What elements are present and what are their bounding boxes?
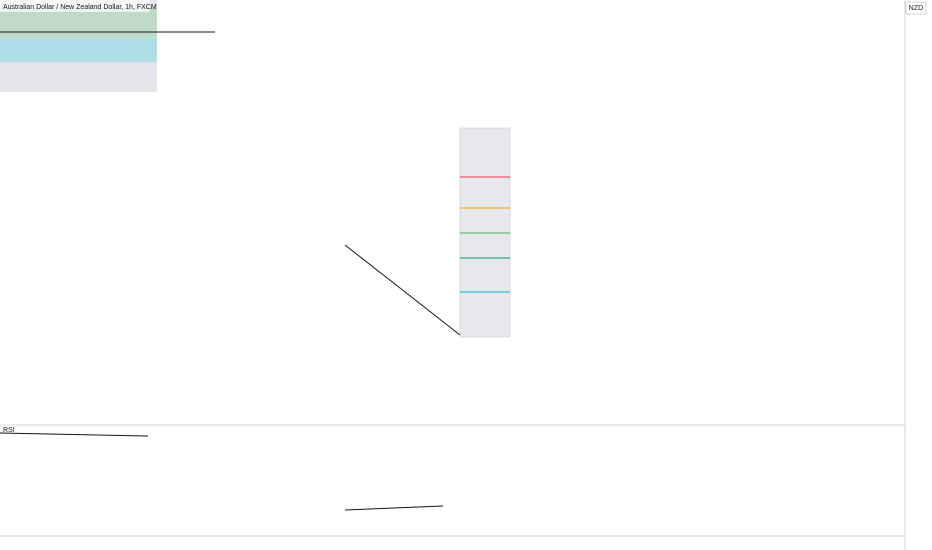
fib-zone — [0, 8, 157, 38]
fib-zone — [0, 38, 157, 62]
title-bg — [0, 0, 150, 12]
chart-title: Australian Dollar / New Zealand Dollar, … — [3, 4, 157, 11]
trend-line — [344, 244, 461, 336]
currency-box — [905, 1, 927, 15]
currency: NZD — [909, 5, 923, 12]
range-box — [0, 0, 157, 92]
divergence-line — [344, 505, 444, 511]
price-axis — [905, 0, 932, 550]
divergence-line — [0, 432, 149, 437]
rsi-label: RSI — [3, 427, 15, 434]
